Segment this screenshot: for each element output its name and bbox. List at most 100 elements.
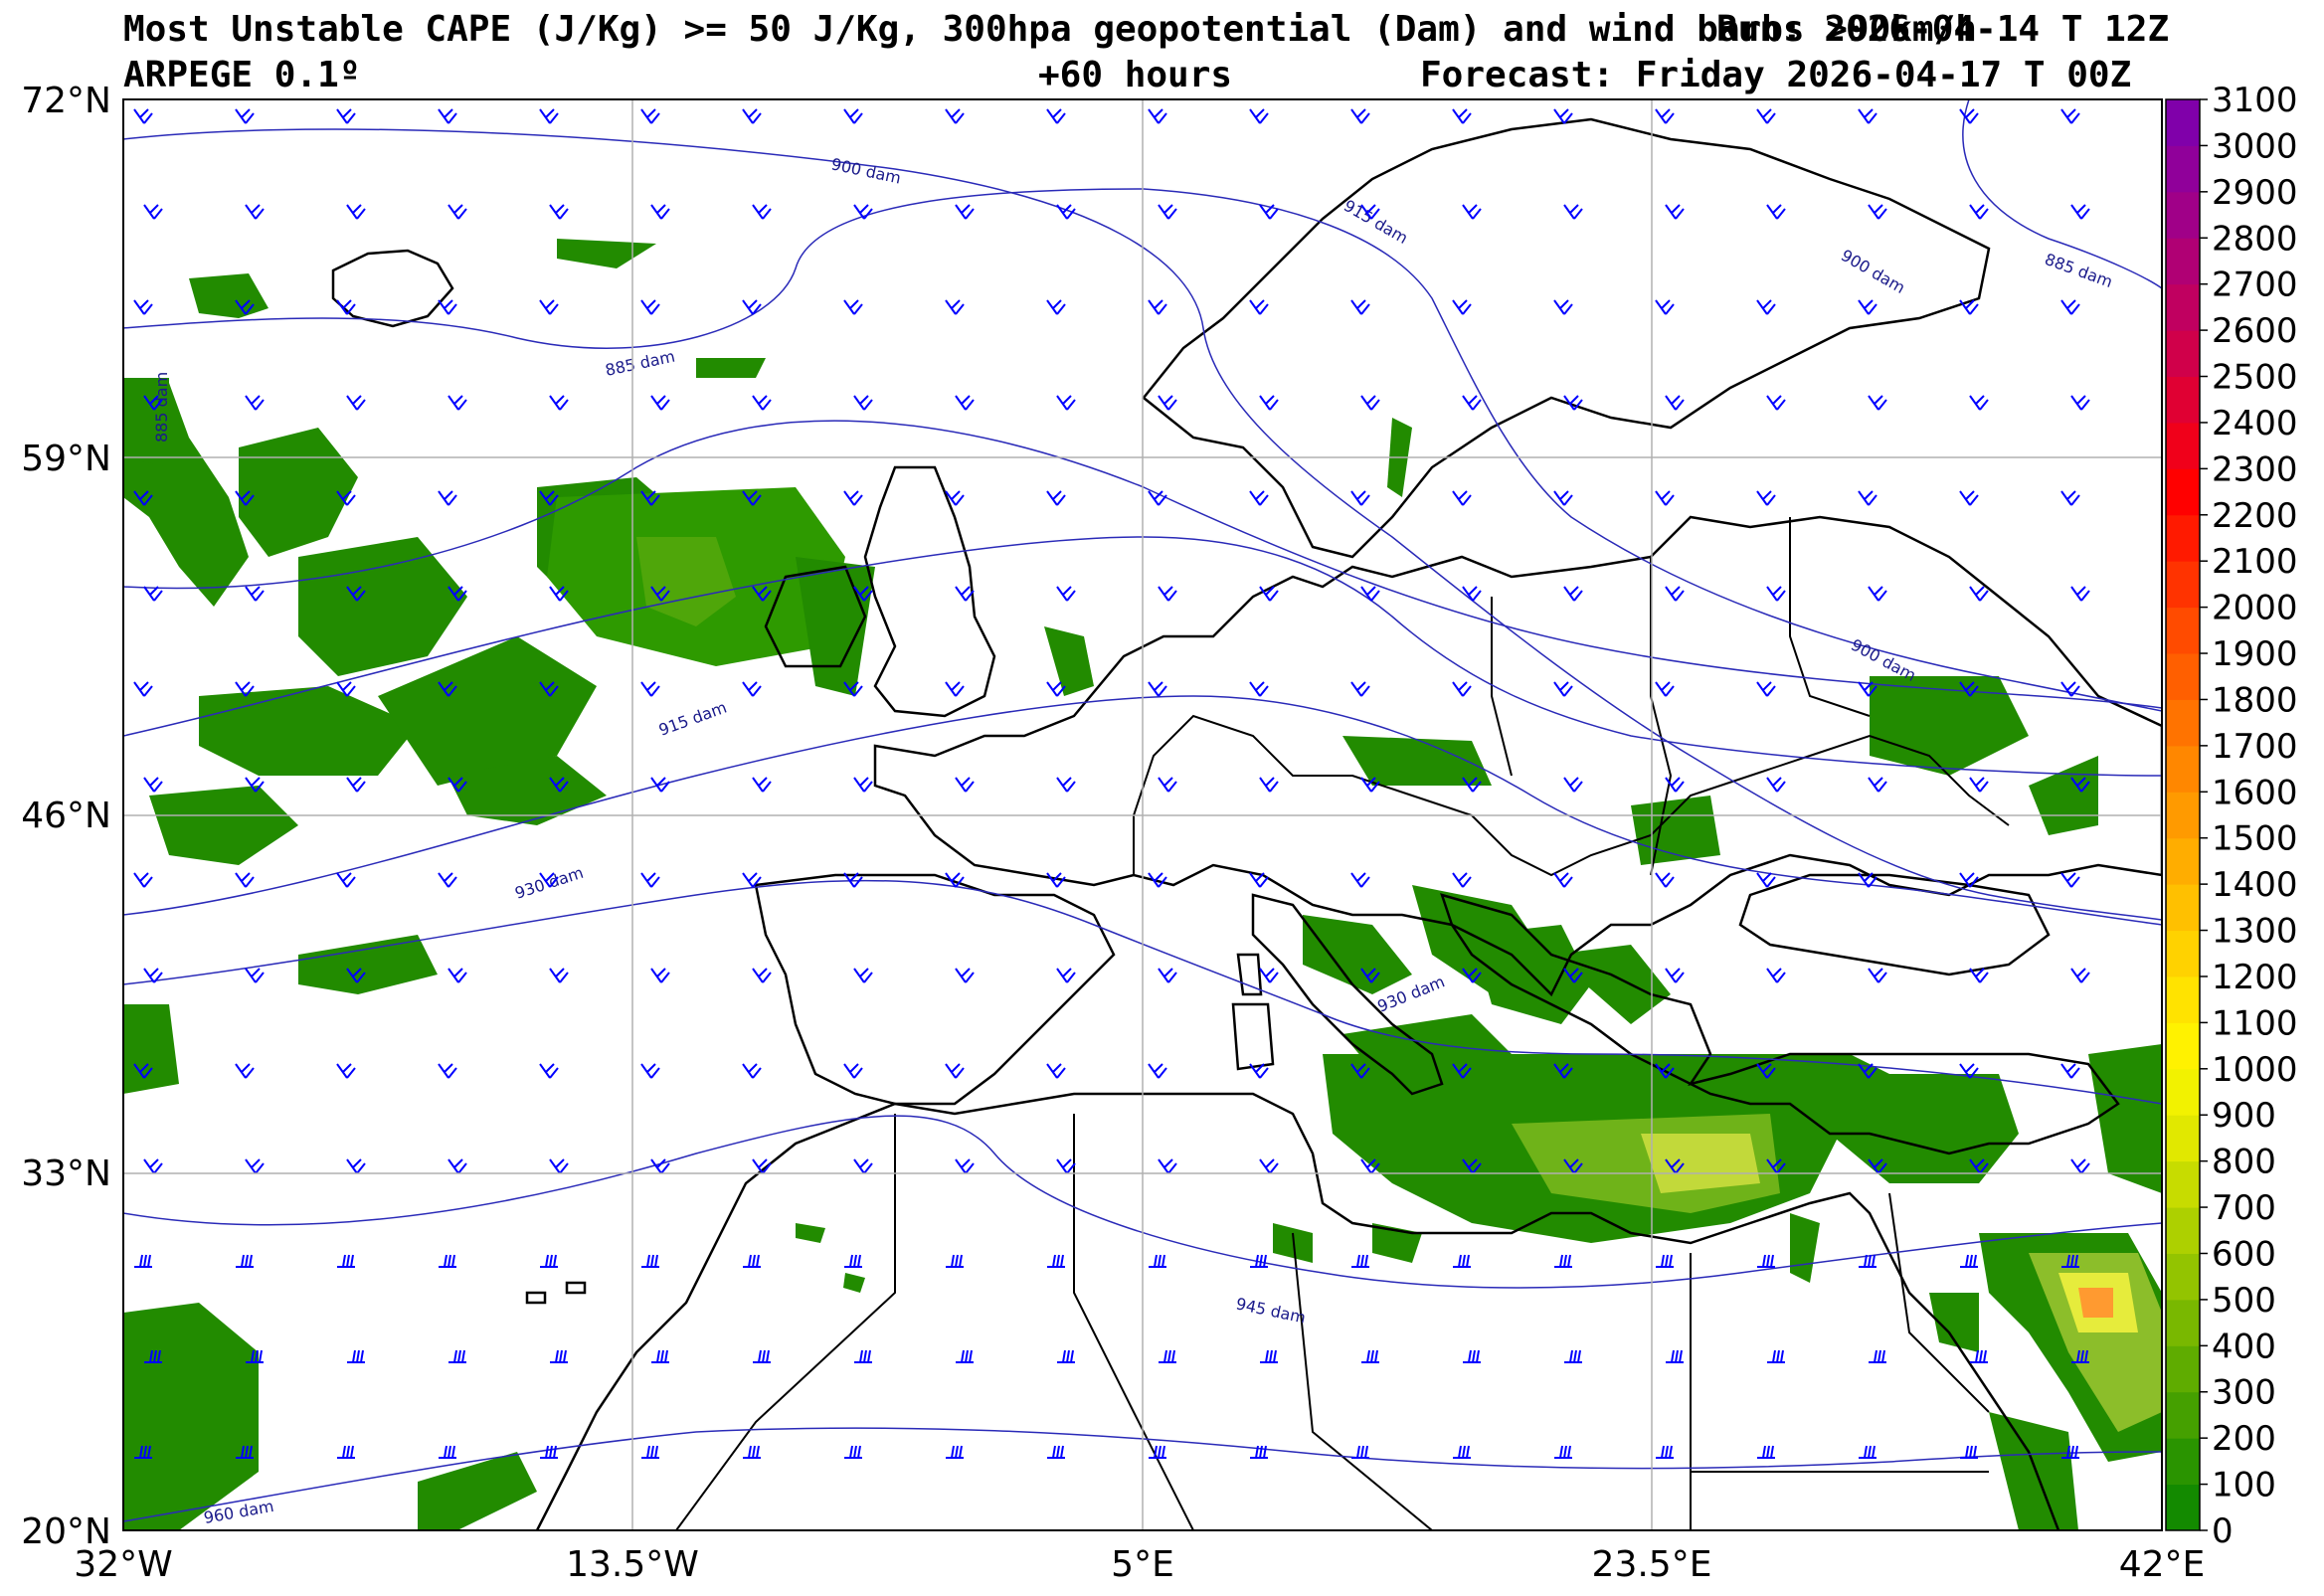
colorbar-label: 200 xyxy=(2212,1419,2276,1459)
wind-barb xyxy=(143,204,163,220)
wind-barb xyxy=(844,1254,862,1268)
wind-barb xyxy=(2071,1349,2089,1363)
wind-barb xyxy=(2061,1445,2079,1459)
wind-barb xyxy=(1361,1349,1379,1363)
wind-barb xyxy=(1056,968,1076,983)
wind-barb xyxy=(1766,777,1786,793)
wind-barb xyxy=(448,1349,466,1363)
wind-barb xyxy=(1969,1158,1989,1174)
wind-barb xyxy=(853,204,873,220)
wind-barb xyxy=(2070,777,2090,793)
wind-barb xyxy=(650,204,670,220)
wind-barb xyxy=(133,1063,153,1079)
wind-barb xyxy=(143,1158,163,1174)
cape-area xyxy=(123,378,169,467)
wind-barb xyxy=(640,872,660,888)
colorbar-label: 1700 xyxy=(2212,727,2298,767)
colorbar-segment xyxy=(2166,191,2200,239)
wind-barb xyxy=(1148,108,1167,124)
wind-barb xyxy=(539,1063,559,1079)
country-borders xyxy=(1789,517,1871,717)
wind-barb xyxy=(1554,1254,1572,1268)
wind-barb xyxy=(1249,108,1269,124)
wind-barb xyxy=(235,681,255,697)
wind-barb xyxy=(1462,395,1482,411)
wind-barb xyxy=(438,681,457,697)
wind-barb xyxy=(1351,1445,1369,1459)
wind-barb xyxy=(955,968,975,983)
wind-barb xyxy=(134,1254,152,1268)
wind-barb xyxy=(640,490,660,506)
cape-area xyxy=(418,1452,537,1530)
axis-tick-labels: 32°W 13.5°W 5°E 23.5°E 42°E 72°N 59°N 46… xyxy=(21,81,2205,1585)
wind-barb xyxy=(1858,490,1877,506)
wind-barb xyxy=(1665,395,1685,411)
wind-barb xyxy=(955,395,975,411)
colorbar-segment xyxy=(2166,514,2200,562)
wind-barb xyxy=(1249,681,1269,697)
cape-area xyxy=(123,1303,259,1530)
wind-barb xyxy=(1766,968,1786,983)
wind-barb xyxy=(955,586,975,602)
wind-barb xyxy=(2060,872,2080,888)
wind-barb xyxy=(236,1254,254,1268)
wind-barb xyxy=(143,968,163,983)
wind-barb xyxy=(640,108,660,124)
wind-barb xyxy=(540,1254,558,1268)
wind-barb xyxy=(1350,108,1370,124)
colorbar-label: 700 xyxy=(2212,1188,2276,1228)
sardinia-coast xyxy=(1231,1002,1275,1071)
wind-barb xyxy=(650,968,670,983)
wind-barb xyxy=(1868,204,1887,220)
wind-barb xyxy=(1462,586,1482,602)
wind-barb xyxy=(1756,872,1776,888)
lat-tick-label: 72°N xyxy=(21,81,111,121)
colorbar-segment xyxy=(2166,1253,2200,1301)
wind-barb xyxy=(1665,204,1685,220)
wind-barb xyxy=(336,299,356,315)
wind-barb xyxy=(1655,299,1675,315)
country-borders xyxy=(1888,1192,1990,1413)
contour-885 xyxy=(123,420,2162,709)
wind-barb xyxy=(1553,1063,1573,1079)
wind-barb xyxy=(1148,872,1167,888)
wind-barb xyxy=(650,586,670,602)
wind-barb xyxy=(1259,777,1279,793)
country-borders xyxy=(1690,1253,1989,1530)
wind-barb xyxy=(742,681,762,697)
wind-barb xyxy=(843,1063,863,1079)
wind-barb xyxy=(346,1158,366,1174)
colorbar-label: 1100 xyxy=(2212,1003,2298,1043)
wind-barb xyxy=(945,490,965,506)
wind-barb xyxy=(133,108,153,124)
colorbar-segment xyxy=(2166,1068,2200,1116)
contour-900 xyxy=(123,128,2162,921)
balkans-turkey-coast xyxy=(1440,893,2120,1155)
wind-barb xyxy=(1960,1254,1978,1268)
wind-barb xyxy=(1563,1158,1583,1174)
wind-barb xyxy=(853,395,873,411)
map-title: Most Unstable CAPE (J/Kg) >= 50 J/Kg, 30… xyxy=(123,9,1977,50)
wind-barb xyxy=(245,395,265,411)
wind-barb xyxy=(1655,872,1675,888)
contour-885b xyxy=(1962,99,2162,289)
colorbar-label: 2700 xyxy=(2212,266,2298,305)
wind-barb xyxy=(1462,777,1482,793)
wind-barb xyxy=(1858,872,1877,888)
wind-barb xyxy=(1553,872,1573,888)
wind-barb xyxy=(1757,1254,1775,1268)
cape-area xyxy=(1929,1293,1979,1352)
wind-barb xyxy=(1868,395,1887,411)
wind-barb xyxy=(650,777,670,793)
lon-tick-label: 13.5°W xyxy=(566,1544,699,1585)
lon-tick-label: 42°E xyxy=(2119,1544,2206,1585)
wind-barb xyxy=(1462,1158,1482,1174)
wind-barb xyxy=(1046,490,1066,506)
wind-barb xyxy=(1553,490,1573,506)
wind-barb xyxy=(2070,586,2090,602)
wind-barb xyxy=(1756,1063,1776,1079)
wind-barb xyxy=(1259,1158,1279,1174)
cape-area xyxy=(1810,1074,2019,1183)
colorbar-label: 3100 xyxy=(2212,81,2298,120)
wind-barb xyxy=(843,108,863,124)
